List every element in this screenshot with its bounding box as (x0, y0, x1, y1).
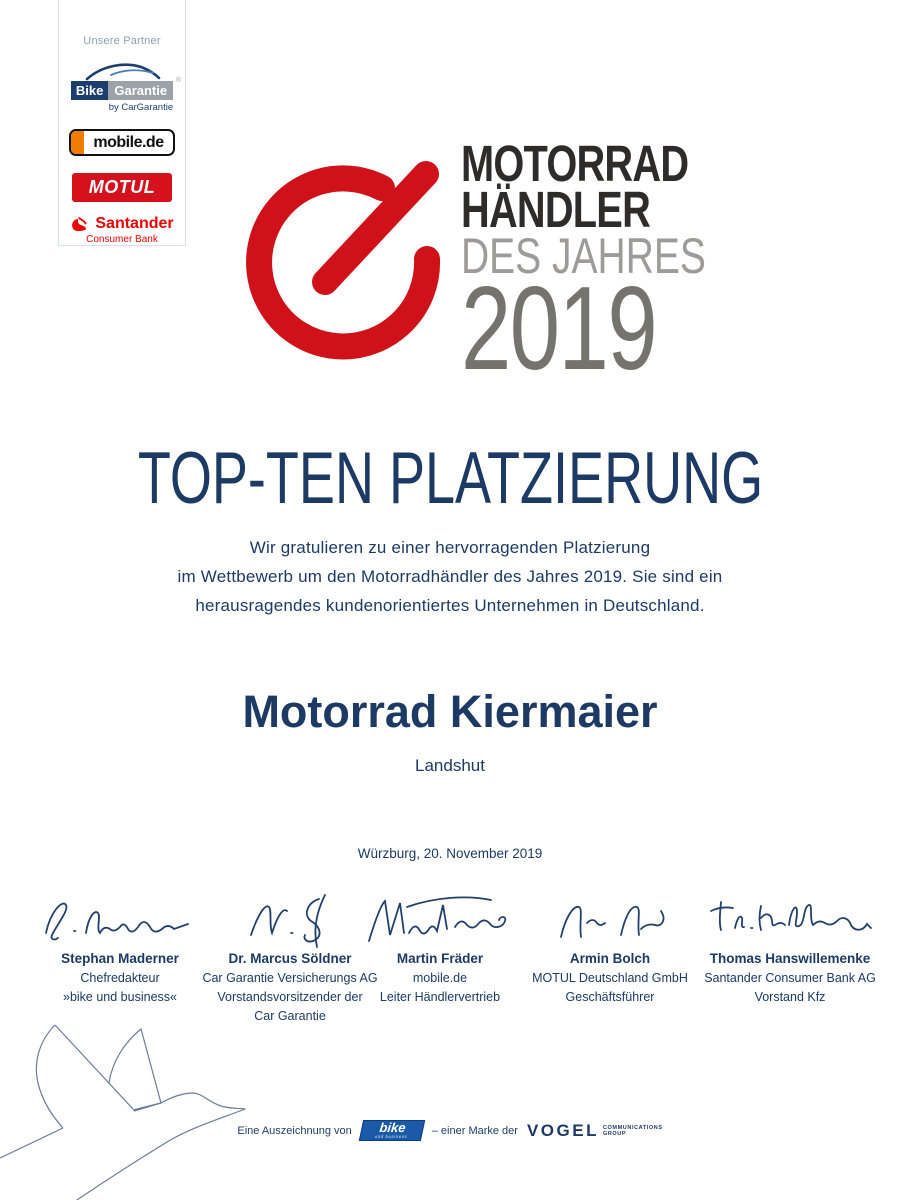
bikegarantie-byline: by CarGarantie (108, 102, 174, 113)
signatory-role: Vorstand Kfz (754, 990, 826, 1004)
logo-line-haendler: HÄNDLER (461, 181, 651, 238)
vogel-logo: VOGEL COMMUNICATIONS GROUP (527, 1121, 663, 1141)
bike-und-business-logo: bike und business (358, 1120, 425, 1141)
vogel-sub-line1: COMMUNICATIONS (602, 1124, 663, 1131)
motul-logo: MOTUL (72, 173, 172, 202)
signature-marcus-soeldner-icon (250, 894, 326, 948)
santander-name: Santander (95, 215, 174, 232)
santander-flame-icon (72, 217, 87, 232)
signatory-org: Car Garantie Versicherungs AG (202, 971, 378, 985)
signatory-role: Geschäftsführer (565, 990, 655, 1004)
signature-row: Stephan Maderner Chefredakteur »bike und… (30, 893, 876, 1023)
signatory-name: Martin Fräder (396, 951, 484, 966)
logo-year: 2019 (461, 262, 658, 395)
signatory-role: Vorstandsvorsitzender der (217, 990, 363, 1004)
award-logo-text: MOTORRAD HÄNDLER DES JAHRES 2019 (461, 135, 775, 395)
signature-martin-fraeder-icon (368, 896, 507, 942)
message-line-3: herausragendes kundenorientiertes Untern… (195, 596, 705, 615)
signatory-stephan-maderner: Stephan Maderner Chefredakteur »bike und… (30, 893, 210, 1023)
recipient-name: Motorrad Kiermaier (242, 686, 658, 737)
power-circle-icon (246, 161, 441, 360)
bike-logo-sub: und business (373, 1134, 408, 1139)
santander-logo: Santander Consumer Bank (70, 215, 174, 245)
dateline: Würzburg, 20. November 2019 (357, 846, 543, 861)
registered-mark: ® (175, 77, 182, 84)
motorcycle-swoosh-icon (85, 63, 161, 81)
signatory-martin-fraeder: Martin Fräder mobile.de Leiter Händlerve… (368, 893, 510, 1023)
certificate-title: TOP-TEN PLATZIERUNG (137, 438, 763, 519)
vogel-word: VOGEL (526, 1120, 599, 1140)
signatory-thomas-hanswillemenke: Thomas Hanswillemenke Santander Consumer… (704, 893, 876, 1023)
bikegarantie-word-bike: Bike (70, 81, 109, 100)
bikegarantie-word-garantie: Garantie (108, 81, 174, 100)
signatory-org: mobile.de (412, 971, 468, 985)
certificate-title-wrap: TOP-TEN PLATZIERUNG (0, 437, 900, 520)
signatory-marcus-soeldner: Dr. Marcus Söldner Car Garantie Versiche… (202, 893, 378, 1023)
bikegarantie-logo: Bike Garantie ® by CarGarantie (70, 61, 181, 113)
bike-logo-word: bike (378, 1120, 407, 1135)
partner-label: Unsere Partner (83, 35, 161, 47)
mobilede-orange-bar (71, 131, 84, 154)
partner-box: Unsere Partner Bike Garantie ® by CarGar… (58, 0, 186, 246)
signature-stephan-maderner-icon (45, 902, 189, 941)
signature-thomas-hanswillemenke-icon (710, 901, 872, 931)
logo-line-des-jahres: DES JAHRES (461, 228, 706, 284)
congratulation-message: Wir gratulieren zu einer hervorragenden … (0, 533, 900, 620)
signatory-name: Armin Bolch (569, 951, 651, 966)
dove-outline-icon (0, 1024, 246, 1200)
signatory-name: Stephan Maderner (61, 951, 179, 966)
signature-armin-bolch-icon (560, 905, 665, 938)
signatory-org: MOTUL Deutschland GmbH (532, 971, 688, 985)
signatory-name: Dr. Marcus Söldner (228, 951, 352, 966)
signatory-org: Santander Consumer Bank AG (704, 971, 876, 985)
signatory-armin-bolch: Armin Bolch MOTUL Deutschland GmbH Gesch… (510, 893, 710, 1023)
signatory-name: Thomas Hanswillemenke (709, 951, 871, 966)
logo-line-motorrad: MOTORRAD (461, 135, 689, 192)
signatory-org: »bike und business« (63, 990, 177, 1004)
signatory-role-2: Car Garantie (254, 1009, 326, 1023)
vogel-sub-line2: GROUP (602, 1130, 627, 1137)
message-line-2: im Wettbewerb um den Motorradhändler des… (177, 567, 723, 586)
recipient-city: Landshut (415, 756, 485, 775)
mobilede-logo: mobile.de (69, 129, 175, 156)
footer-prefix: Eine Auszeichnung von (237, 1124, 352, 1137)
signatory-role: Leiter Händlervertrieb (379, 990, 501, 1004)
motul-label: MOTUL (88, 177, 156, 197)
footer-middle: – einer Marke der (431, 1124, 518, 1137)
signatory-role: Chefredakteur (80, 971, 160, 985)
footer: Eine Auszeichnung von bike und business … (0, 1120, 900, 1141)
mobilede-label: mobile.de (93, 133, 164, 151)
message-line-1: Wir gratulieren zu einer hervorragenden … (249, 538, 651, 557)
santander-sub: Consumer Bank (86, 234, 158, 245)
